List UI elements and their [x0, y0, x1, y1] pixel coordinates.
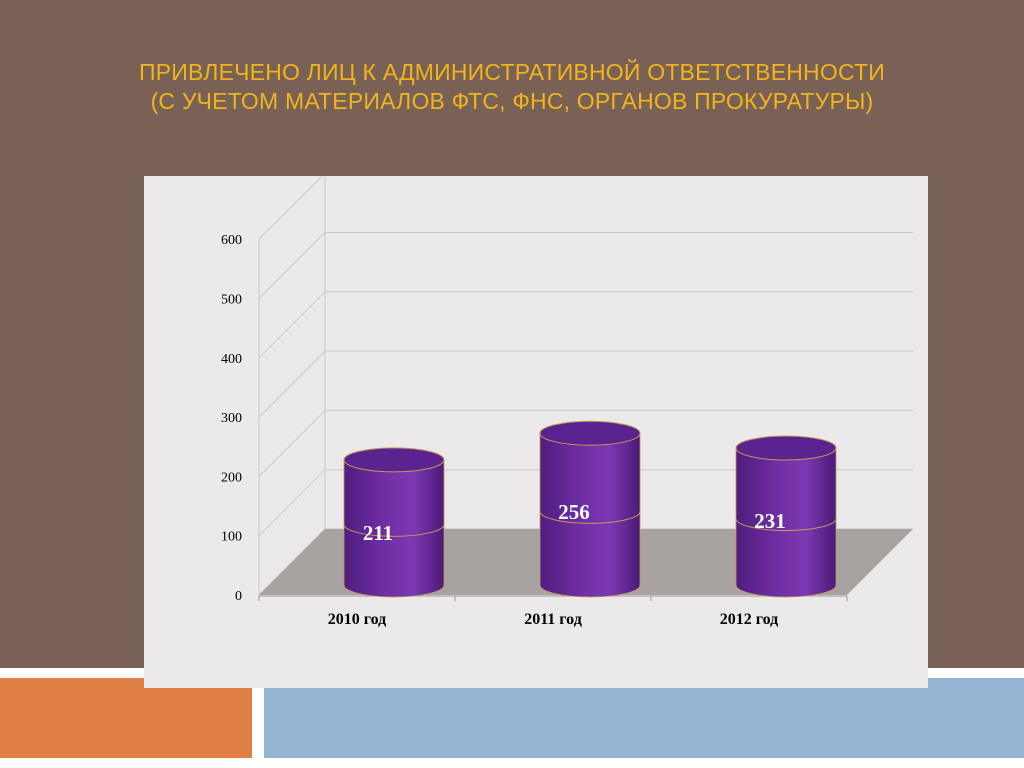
slide-title-line-1: ПРИВЛЕЧЕНО ЛИЦ К АДМИНИСТРАТИВНОЙ ОТВЕТС…: [139, 59, 885, 85]
y-tick-label: 200: [221, 470, 242, 485]
data-label: 256: [558, 500, 590, 524]
slide-title-line-2: (С УЧЕТОМ МАТЕРИАЛОВ ФТС, ФНС, ОРГАНОВ П…: [150, 88, 874, 114]
y-tick-label: 500: [221, 293, 242, 308]
gridline-side: [258, 469, 326, 537]
data-label: 211: [363, 521, 393, 545]
x-tick-label: 2011 год: [524, 611, 582, 628]
gridline-side: [258, 350, 326, 418]
bar-cylinder-seam: [735, 518, 837, 532]
x-tick-label: 2012 год: [720, 611, 779, 628]
footer-accent-blue: [264, 678, 1024, 758]
bar-cylinder-seam: [343, 524, 445, 537]
slide-title: ПРИВЛЕЧЕНО ЛИЦ К АДМИНИСТРАТИВНОЙ ОТВЕТС…: [0, 58, 1024, 116]
y-tick-label: 400: [221, 352, 242, 367]
gridline-side: [258, 176, 323, 240]
y-tick-label: 0: [235, 589, 242, 604]
data-label: 231: [754, 509, 786, 533]
bar-cylinder-seam: [539, 511, 641, 524]
footer-accent-orange: [0, 678, 252, 758]
y-tick-label: 300: [221, 411, 242, 426]
x-tick-label: 2010 год: [328, 611, 387, 628]
y-tick-label: 600: [221, 233, 242, 248]
bar-cylinder-top: [735, 435, 837, 461]
gridline-side: [258, 410, 326, 477]
bar-cylinder: [343, 459, 445, 598]
y-tick-label: 100: [221, 530, 242, 545]
bar-cylinder-top: [343, 447, 445, 473]
bar-chart: 0 100 200 300 400 500 600 211 256 231 2010 год 2011…: [221, 176, 913, 628]
chart-panel: 0 100 200 300 400 500 600 211 256 231 2010 год 2011…: [144, 176, 928, 688]
bar-cylinder: [735, 447, 837, 598]
gridline-side: [258, 232, 326, 299]
bar-cylinder-top: [539, 420, 641, 446]
bar-cylinder: [539, 432, 641, 598]
gridline-side: [258, 291, 326, 359]
